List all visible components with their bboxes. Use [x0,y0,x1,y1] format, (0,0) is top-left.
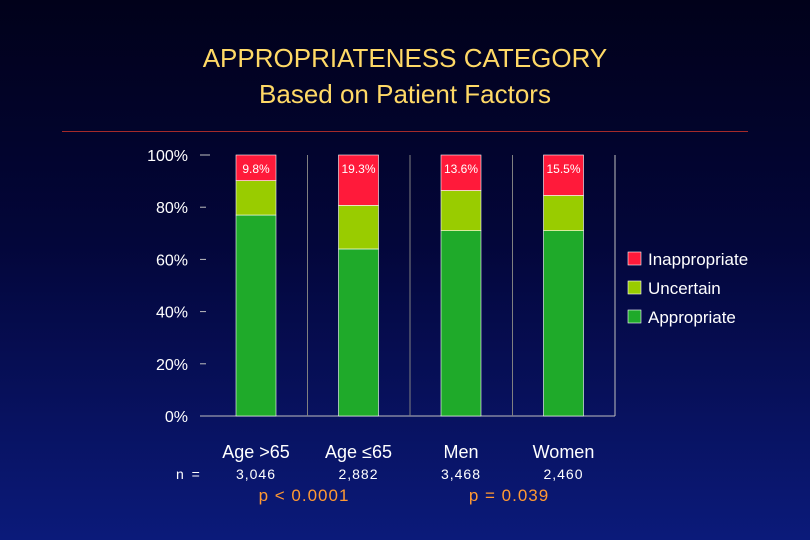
bar-inappropriate [235,154,277,181]
bar-uncertain [235,180,277,216]
p-value-sex: p = 0.039 [469,486,549,505]
n-label: n = [176,466,202,482]
n-value: 3,046 [236,466,276,482]
category-label: Age ≤65 [325,442,392,462]
category-label: Men [443,442,478,462]
legend-swatch [627,309,642,324]
legend-label: Appropriate [648,308,736,327]
category-label: Women [533,442,595,462]
bar-inappropriate [338,154,379,206]
data-label: 9.8% [242,162,270,176]
bar-uncertain [543,195,584,231]
bar-appropriate [440,230,482,417]
y-tick-label: 20% [156,357,188,374]
p-value-age: p < 0.0001 [259,486,350,505]
bar-appropriate [338,248,379,417]
y-tick-label: 0% [165,409,188,426]
legend-swatch [627,251,642,266]
legend-label: Inappropriate [648,250,748,269]
n-value: 2,882 [338,466,378,482]
bar-appropriate [235,214,277,417]
legend-label: Uncertain [648,279,721,298]
legend-swatch [627,280,642,295]
n-value: 3,468 [441,466,481,482]
bar-inappropriate [440,154,482,191]
bar-uncertain [338,205,379,250]
title-divider [62,131,748,132]
bar-uncertain [440,190,482,231]
data-label: 19.3% [341,162,375,176]
chart-subtitle: Based on Patient Factors [259,79,551,109]
bar-inappropriate [543,154,584,196]
y-tick-label: 60% [156,252,188,269]
category-label: Age >65 [222,442,290,462]
data-label: 15.5% [546,162,580,176]
chart-title: APPROPRIATENESS CATEGORY [202,43,608,73]
y-tick-label: 40% [156,305,188,322]
n-value: 2,460 [543,466,583,482]
y-tick-label: 80% [156,200,188,217]
data-label: 13.6% [444,162,478,176]
y-tick-label: 100% [147,148,188,165]
bar-appropriate [543,230,584,417]
